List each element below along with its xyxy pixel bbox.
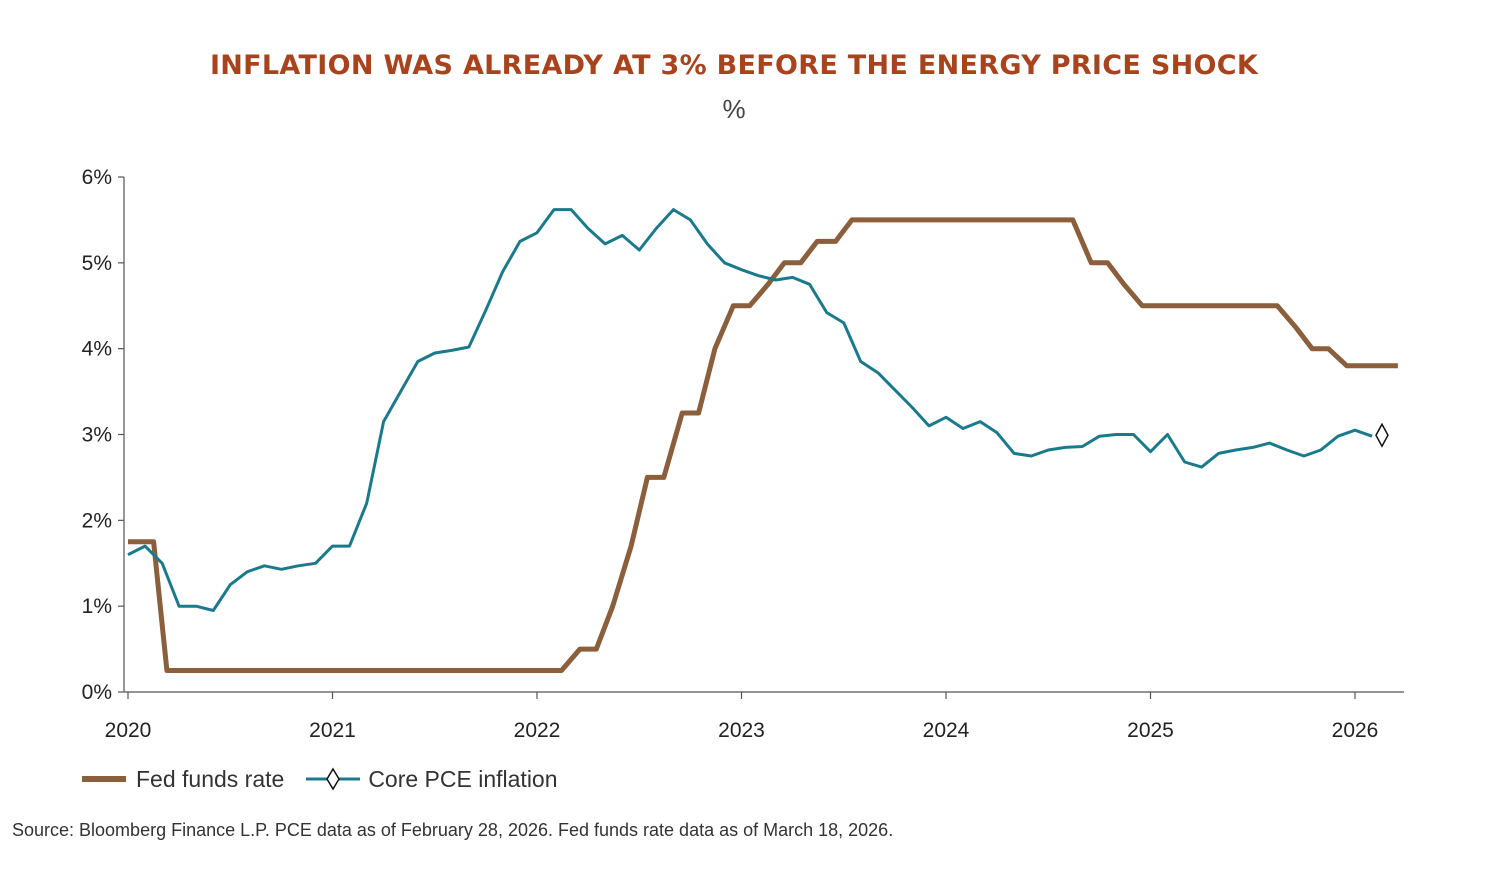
core-pce-swatch — [306, 767, 361, 791]
x-tick-label: 2021 — [309, 719, 356, 742]
chart-title: INFLATION WAS ALREADY AT 3% BEFORE THE E… — [209, 50, 1259, 81]
x-tick-labels: 2020 2021 2022 2023 2024 2025 2026 — [105, 719, 1379, 742]
legend-item-core-pce: Core PCE inflation — [306, 764, 558, 794]
y-tick-labels: 0% 1% 2% 3% 4% 5% 6% — [82, 166, 112, 704]
y-tick-label: 3% — [82, 424, 112, 447]
chart-subtitle: % — [722, 94, 746, 124]
axes — [118, 176, 1404, 699]
y-tick-label: 1% — [82, 595, 112, 618]
series-layer — [127, 208, 1398, 673]
y-tick-label: 6% — [82, 166, 112, 189]
y-tick-label: 5% — [82, 252, 112, 275]
fed-funds-line — [128, 217, 1398, 673]
fed-funds-swatch — [82, 776, 126, 782]
x-tick-label: 2022 — [514, 719, 561, 742]
diamond-icon — [326, 767, 341, 791]
x-tick-label: 2026 — [1332, 719, 1379, 742]
y-tick-label: 2% — [82, 509, 112, 532]
latest-value-diamond-marker — [1375, 422, 1389, 448]
legend-label-core-pce: Core PCE inflation — [368, 765, 558, 792]
source-note: Source: Bloomberg Finance L.P. PCE data … — [12, 820, 894, 840]
x-tick-label: 2024 — [923, 719, 970, 742]
y-tick-label: 0% — [82, 681, 112, 704]
y-tick-label: 4% — [82, 338, 112, 361]
core-pce-line — [127, 208, 1373, 612]
line-chart: 0%1%2%3%4%5%6% 2020 2021 2022 2023 2024 2025 2… — [82, 166, 1404, 742]
legend-item-fed-funds: Fed funds rate — [82, 766, 284, 793]
x-tick-label: 2025 — [1127, 719, 1174, 742]
x-tick-label: 2020 — [105, 719, 152, 742]
legend: Fed funds rate Core PCE inflation — [82, 762, 580, 796]
legend-label-fed-funds: Fed funds rate — [136, 765, 285, 792]
x-tick-label: 2023 — [718, 719, 765, 742]
